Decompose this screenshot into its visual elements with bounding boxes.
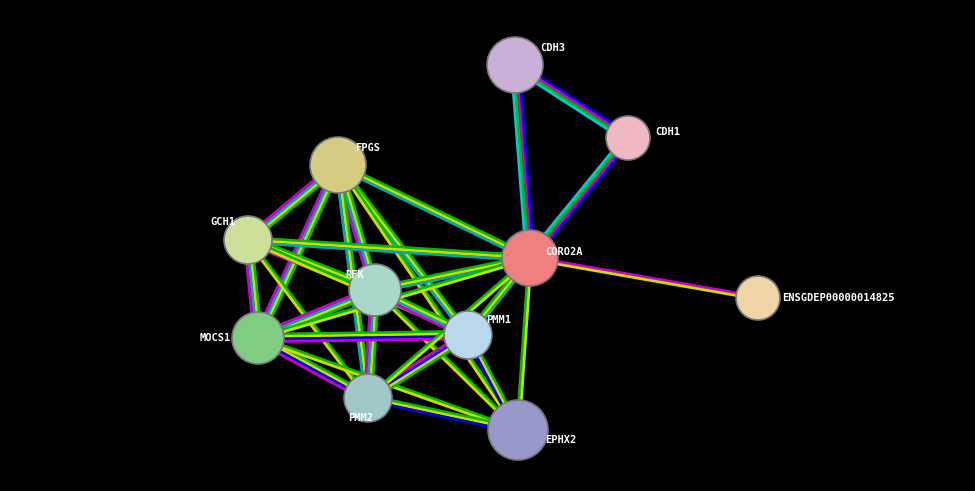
Circle shape bbox=[736, 276, 780, 320]
Text: ENSGDEP00000014825: ENSGDEP00000014825 bbox=[782, 293, 894, 303]
Text: CORO2A: CORO2A bbox=[545, 247, 582, 257]
Text: MOCS1: MOCS1 bbox=[200, 333, 231, 343]
Text: FPGS: FPGS bbox=[355, 143, 380, 153]
Text: RFK: RFK bbox=[345, 270, 364, 280]
Circle shape bbox=[444, 311, 492, 359]
Text: GCH1: GCH1 bbox=[210, 217, 235, 227]
Text: CDH3: CDH3 bbox=[540, 43, 565, 53]
Circle shape bbox=[488, 400, 548, 460]
Text: PMM2: PMM2 bbox=[348, 413, 373, 423]
Text: CDH1: CDH1 bbox=[655, 127, 680, 137]
Circle shape bbox=[349, 264, 401, 316]
Circle shape bbox=[224, 216, 272, 264]
Circle shape bbox=[232, 312, 284, 364]
Circle shape bbox=[487, 37, 543, 93]
Text: PMM1: PMM1 bbox=[486, 315, 511, 325]
Circle shape bbox=[606, 116, 650, 160]
Text: EPHX2: EPHX2 bbox=[545, 435, 576, 445]
Circle shape bbox=[310, 137, 366, 193]
Circle shape bbox=[502, 230, 558, 286]
Circle shape bbox=[344, 374, 392, 422]
